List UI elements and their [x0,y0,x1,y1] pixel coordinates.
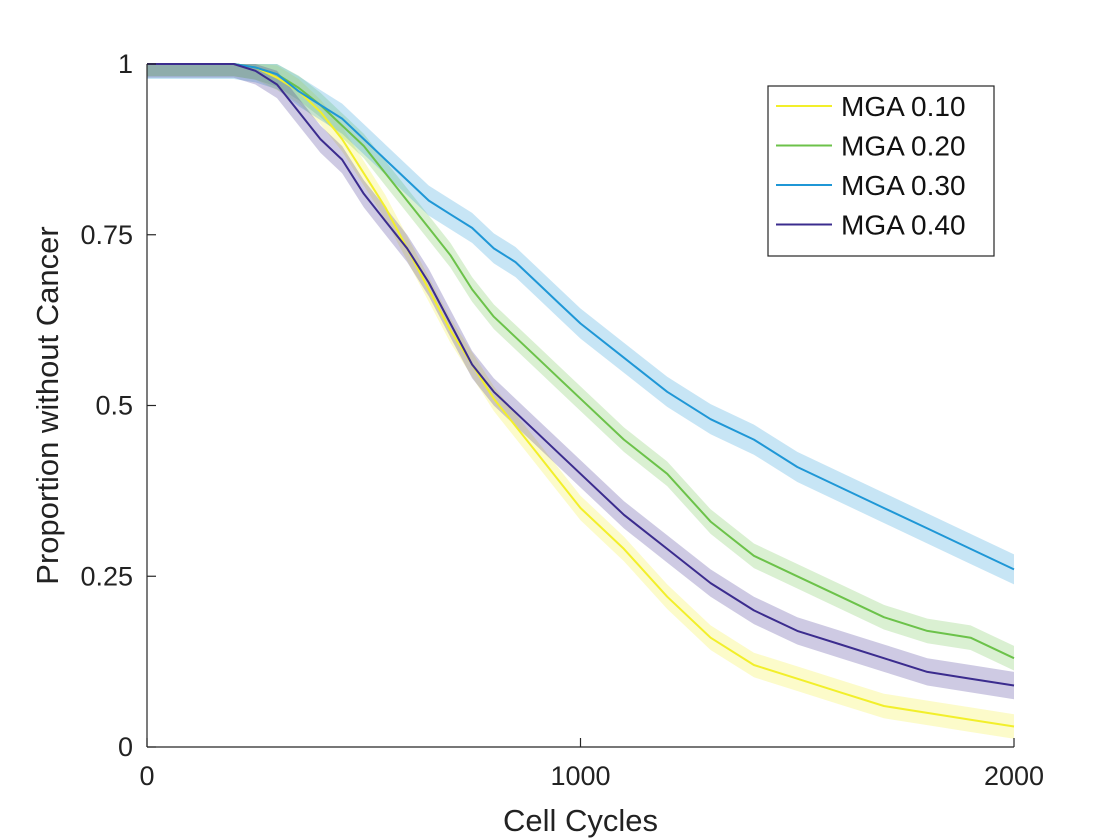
series-line-3 [147,63,1015,571]
series-line-2 [147,63,1015,660]
legend-label-2: MGA 0.20 [841,131,966,162]
tick-labels: 0 1000 2000 0 0.25 0.5 0.75 1 [80,49,1044,791]
x-tick-label: 2000 [984,761,1044,791]
series-line-4 [147,63,1015,687]
y-tick-label: 0.75 [80,220,133,250]
y-tick-label: 0.5 [95,391,133,421]
legend-label-4: MGA 0.40 [841,210,966,241]
series-lines [147,63,1015,728]
y-tick-label: 0.25 [80,561,133,591]
x-axis-label: Cell Cycles [503,803,658,838]
x-tick-label: 1000 [550,761,610,791]
y-tick-label: 0 [118,732,133,762]
x-tick-label: 0 [139,761,154,791]
y-axis-label: Proportion without Cancer [30,226,65,584]
legend-box [767,85,995,257]
y-tick-label: 1 [118,49,133,79]
legend-label-3: MGA 0.30 [841,170,966,201]
legend-label-1: MGA 0.10 [841,91,966,122]
legend: MGA 0.10 MGA 0.20 MGA 0.30 MGA 0.40 [767,85,995,257]
axes [146,63,1015,748]
